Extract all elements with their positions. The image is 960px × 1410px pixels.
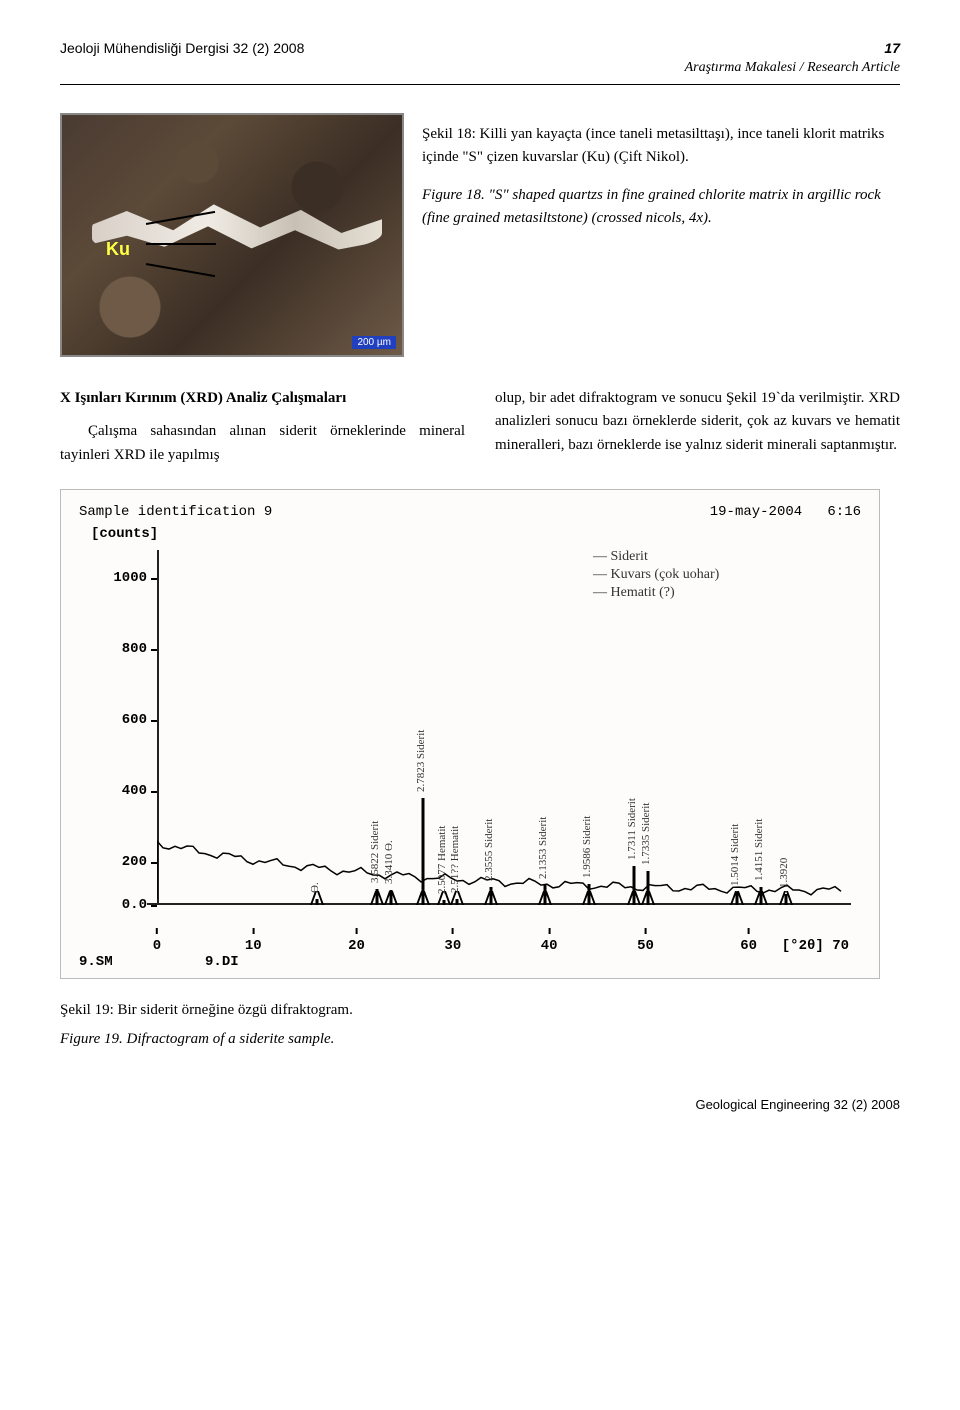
xrd-y-tick: 1000 bbox=[87, 570, 147, 586]
xrd-y-tick: 600 bbox=[87, 712, 147, 728]
xrd-baseline-noise bbox=[157, 550, 845, 930]
body-column-right: olup, bir adet difraktogram ve sonucu Şe… bbox=[495, 387, 900, 467]
xrd-x-tick: 50 bbox=[637, 938, 654, 954]
xrd-peak bbox=[632, 866, 635, 905]
xrd-peak-label: 1.9586 Siderit bbox=[581, 816, 593, 878]
body-para-left: Çalışma sahasından alınan siderit örnekl… bbox=[60, 420, 465, 467]
xrd-footer-mid: 9.DI bbox=[205, 954, 239, 970]
xrd-peak-label: 1.4151 Siderit bbox=[753, 818, 765, 880]
xrd-date: 19-may-2004 bbox=[710, 504, 802, 520]
figure-19-caption: Şekil 19: Bir siderit örneğine özgü difr… bbox=[60, 999, 900, 1052]
figure-19-caption-en: Figure 19. Difractogram of a siderite sa… bbox=[60, 1028, 900, 1051]
scale-bar: 200 µm bbox=[352, 336, 396, 349]
xrd-x-tick: 30 bbox=[444, 938, 461, 954]
ku-pointer-line bbox=[146, 243, 216, 245]
xrd-y-tick: 0.0 bbox=[87, 897, 147, 913]
section-title: X Işınları Kırınım (XRD) Analiz Çalışmal… bbox=[60, 387, 465, 410]
xrd-counts-label: [counts] bbox=[91, 526, 158, 542]
xrd-peak bbox=[760, 887, 763, 905]
xrd-peak bbox=[442, 900, 445, 905]
body-para-right: olup, bir adet difraktogram ve sonucu Şe… bbox=[495, 387, 900, 457]
xrd-footer: 9.SM 9.DI bbox=[79, 954, 239, 970]
xrd-peak-label: 1.3920 bbox=[778, 858, 790, 888]
xrd-x-tick: 10 bbox=[245, 938, 262, 954]
page-header: Jeoloji Mühendisliği Dergisi 32 (2) 2008… bbox=[60, 40, 900, 56]
xrd-peak bbox=[490, 887, 493, 904]
xrd-peak-label: 2.5077 Hematit bbox=[436, 825, 448, 893]
xrd-x-tick: 0 bbox=[153, 938, 161, 954]
figure-18-micrograph: Ku 200 µm bbox=[60, 113, 404, 357]
xrd-peak-label: 1.7311 Siderit bbox=[626, 798, 638, 860]
figure-19-caption-tr: Şekil 19: Bir siderit örneğine özgü difr… bbox=[60, 1002, 353, 1018]
xrd-y-tick: 400 bbox=[87, 783, 147, 799]
header-rule bbox=[60, 84, 900, 85]
xrd-header: Sample identification 9 19-may-2004 6:16 bbox=[79, 504, 861, 520]
xrd-x-tick: 40 bbox=[541, 938, 558, 954]
page-number: 17 bbox=[884, 40, 900, 56]
xrd-sample-id: Sample identification 9 bbox=[79, 504, 272, 520]
xrd-x-axis-label: [°2θ] 70 bbox=[782, 938, 849, 954]
xrd-peak bbox=[422, 798, 425, 905]
xrd-peak-label: 1.5014 Siderit bbox=[729, 824, 741, 886]
xrd-y-tick: 200 bbox=[87, 854, 147, 870]
xrd-footer-left: 9.SM bbox=[79, 954, 113, 970]
xrd-peak bbox=[735, 892, 738, 905]
figure-18-caption-tr: Şekil 18: Killi yan kayaçta (ince taneli… bbox=[422, 123, 900, 170]
xrd-diffractogram: Sample identification 9 19-may-2004 6:16… bbox=[60, 489, 880, 979]
body-columns: X Işınları Kırınım (XRD) Analiz Çalışmal… bbox=[60, 387, 900, 467]
xrd-peak bbox=[588, 884, 591, 905]
xrd-peak bbox=[544, 885, 547, 904]
xrd-peak-label: 2.51?? Hematit bbox=[449, 826, 461, 893]
figure-18-caption: Şekil 18: Killi yan kayaçta (ince taneli… bbox=[422, 113, 900, 230]
xrd-peak-label: 3.5822 Siderit bbox=[369, 821, 381, 883]
xrd-datetime: 19-may-2004 6:16 bbox=[710, 504, 861, 520]
xrd-peak-label: 2.1353 Siderit bbox=[537, 817, 549, 879]
xrd-time: 6:16 bbox=[827, 504, 861, 520]
body-column-left: X Işınları Kırınım (XRD) Analiz Çalışmal… bbox=[60, 387, 465, 467]
figure-18-caption-en: Figure 18. "S" shaped quartzs in fine gr… bbox=[422, 184, 900, 231]
xrd-x-tick: 20 bbox=[348, 938, 365, 954]
xrd-peak-label: 3.3410 ϴ. bbox=[383, 840, 395, 884]
page-footer: Geological Engineering 32 (2) 2008 bbox=[60, 1097, 900, 1112]
xrd-x-tick: 60 bbox=[740, 938, 757, 954]
ku-label: Ku bbox=[106, 239, 130, 260]
xrd-peak-label: 2.7823 Siderit bbox=[415, 730, 427, 792]
xrd-peak-label: 2.3555 Siderit bbox=[483, 819, 495, 881]
xrd-peak bbox=[315, 899, 318, 905]
xrd-peak-label: ϴ. bbox=[309, 882, 321, 893]
xrd-peak bbox=[785, 894, 788, 904]
xrd-peak bbox=[389, 890, 392, 905]
xrd-peak-label: 1.7335 Siderit bbox=[640, 802, 652, 864]
xrd-y-tick: 800 bbox=[87, 641, 147, 657]
article-type: Araştırma Makalesi / Research Article bbox=[60, 60, 900, 76]
xrd-peak bbox=[376, 889, 379, 904]
xrd-chart-area: [°2θ] 70 — Siderit— Kuvars (çok uohar)— … bbox=[157, 550, 845, 930]
xrd-peak bbox=[647, 871, 650, 905]
journal-title: Jeoloji Mühendisliği Dergisi 32 (2) 2008 bbox=[60, 40, 304, 56]
xrd-peak bbox=[455, 899, 458, 905]
figure-18-row: Ku 200 µm Şekil 18: Killi yan kayaçta (i… bbox=[60, 113, 900, 357]
